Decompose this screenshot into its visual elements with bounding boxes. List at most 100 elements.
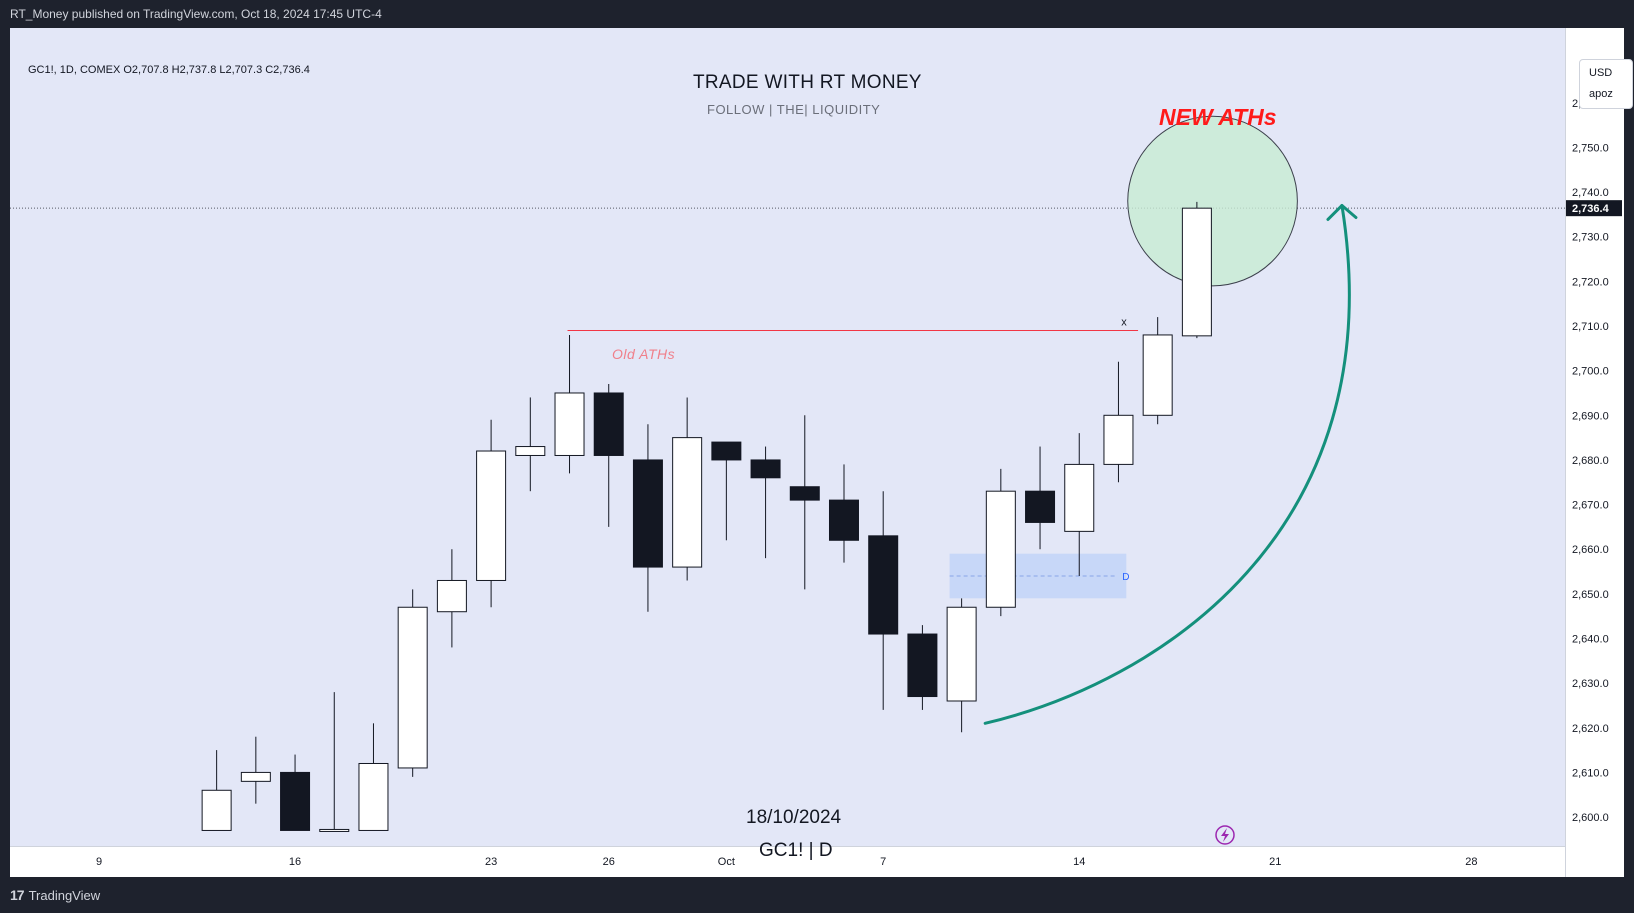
candle-body [1064, 463, 1095, 532]
candle [1064, 433, 1095, 577]
candle-body [1142, 334, 1173, 416]
plot-background [10, 28, 1565, 846]
old-ath-label[interactable]: Old ATHs [612, 346, 676, 362]
chart-canvas[interactable]: Dx 2,600.0 2,610.0 2,620.0 2,630.0 2,640.0 2,6… [10, 28, 1624, 877]
y-tick-label: 2,750.0 [1572, 142, 1609, 154]
tradingview-logo[interactable]: 17 TradingView [10, 887, 100, 903]
candle [750, 446, 781, 559]
candle-body [868, 535, 899, 635]
watermark-subtitle: FOLLOW | THE| LIQUIDITY [707, 102, 881, 117]
candle-body [319, 828, 350, 832]
candle [1181, 201, 1212, 339]
candle [240, 736, 271, 804]
candle [397, 589, 428, 777]
unit-label: apoz [1589, 88, 1613, 100]
y-tick-label: 2,720.0 [1572, 276, 1609, 288]
upward-arrow-head [1326, 203, 1358, 221]
candle [554, 334, 585, 474]
candle-body [946, 606, 977, 702]
x-tick-label: 26 [603, 856, 615, 868]
symbol-info: GC1!, 1D, COMEX O2,707.8 H2,737.8 L2,707… [28, 64, 310, 76]
tradingview-logo-icon: 17 [10, 887, 25, 903]
x-tick-label: Oct [718, 856, 735, 868]
candle [201, 750, 232, 831]
upward-arrow [983, 203, 1351, 725]
y-tick-label: 2,640.0 [1572, 634, 1609, 646]
candle [907, 625, 938, 710]
candle-body [711, 441, 742, 461]
candle-body [985, 490, 1016, 608]
candle [476, 419, 507, 608]
last-price-badge [1566, 200, 1622, 217]
candle-body [1025, 490, 1056, 523]
candle-body [201, 789, 232, 831]
old-ath-marker: x [1121, 316, 1127, 328]
lightning-icon-ring [1215, 825, 1235, 845]
x-tick-label: 14 [1073, 856, 1085, 868]
candle-body [397, 606, 428, 769]
y-tick-label: 2,670.0 [1572, 500, 1609, 512]
y-tick-label: 2,710.0 [1572, 321, 1609, 333]
time-axis-background [10, 846, 1565, 877]
y-tick-label: 2,610.0 [1572, 767, 1609, 779]
y-tick-label: 2,680.0 [1572, 455, 1609, 467]
candle-body [554, 392, 585, 456]
candle [868, 491, 899, 710]
footer-bar: 17 TradingView [0, 877, 1634, 913]
candle-body [672, 437, 703, 568]
watermark-title: TRADE WITH RT MONEY [693, 72, 922, 93]
x-tick-label: 23 [485, 856, 497, 868]
y-tick-label: 2,630.0 [1572, 678, 1609, 690]
candle-body [240, 771, 271, 782]
currency-selector[interactable]: USD apoz [1579, 59, 1633, 109]
new-ath-label[interactable]: NEW ATHs [1159, 104, 1277, 130]
x-tick-label: 21 [1269, 856, 1281, 868]
y-tick-label: 2,730.0 [1572, 232, 1609, 244]
x-tick-label: 7 [880, 856, 886, 868]
candle [632, 424, 663, 612]
candle-body [750, 459, 781, 479]
y-tick-label: 2,620.0 [1572, 723, 1609, 735]
candle [1025, 446, 1056, 550]
candle-body [789, 486, 820, 501]
candle-body [358, 762, 389, 831]
candle-body [907, 633, 938, 698]
candle [358, 723, 389, 831]
y-tick-label: 2,690.0 [1572, 410, 1609, 422]
demand-zone-label: D [1122, 572, 1129, 583]
last-price-label: 2,736.4 [1572, 203, 1610, 215]
y-tick-label: 2,740.0 [1572, 187, 1609, 199]
candle [319, 692, 350, 832]
candle-body [476, 450, 507, 581]
y-tick-label: 2,600.0 [1572, 812, 1609, 824]
candle-body [632, 459, 663, 568]
candle [515, 397, 546, 492]
candle [280, 754, 311, 831]
candle-body [515, 446, 546, 456]
x-tick-label: 28 [1465, 856, 1477, 868]
candle-body [280, 771, 311, 831]
watermark-date: 18/10/2024 [746, 807, 842, 828]
candle [436, 549, 467, 648]
candle [828, 464, 859, 563]
candle [593, 384, 624, 527]
lightning-icon-bolt [1221, 828, 1229, 842]
tradingview-logo-text: TradingView [28, 887, 101, 903]
y-tick-label: 2,700.0 [1572, 366, 1609, 378]
candle [672, 397, 703, 581]
y-tick-label: 2,650.0 [1572, 589, 1609, 601]
candle [711, 441, 742, 541]
publisher-bar: RT_Money published on TradingView.com, O… [0, 0, 1634, 28]
x-tick-label: 9 [96, 856, 102, 868]
watermark-symbol: GC1! | D [759, 840, 833, 861]
candle-body [1181, 207, 1212, 337]
candle-body [828, 499, 859, 541]
candle [985, 468, 1016, 617]
candle [789, 415, 820, 590]
x-tick-label: 16 [289, 856, 301, 868]
candle [946, 598, 977, 733]
y-tick-label: 2,660.0 [1572, 544, 1609, 556]
candle [1142, 317, 1173, 425]
currency-label: USD [1589, 67, 1613, 79]
